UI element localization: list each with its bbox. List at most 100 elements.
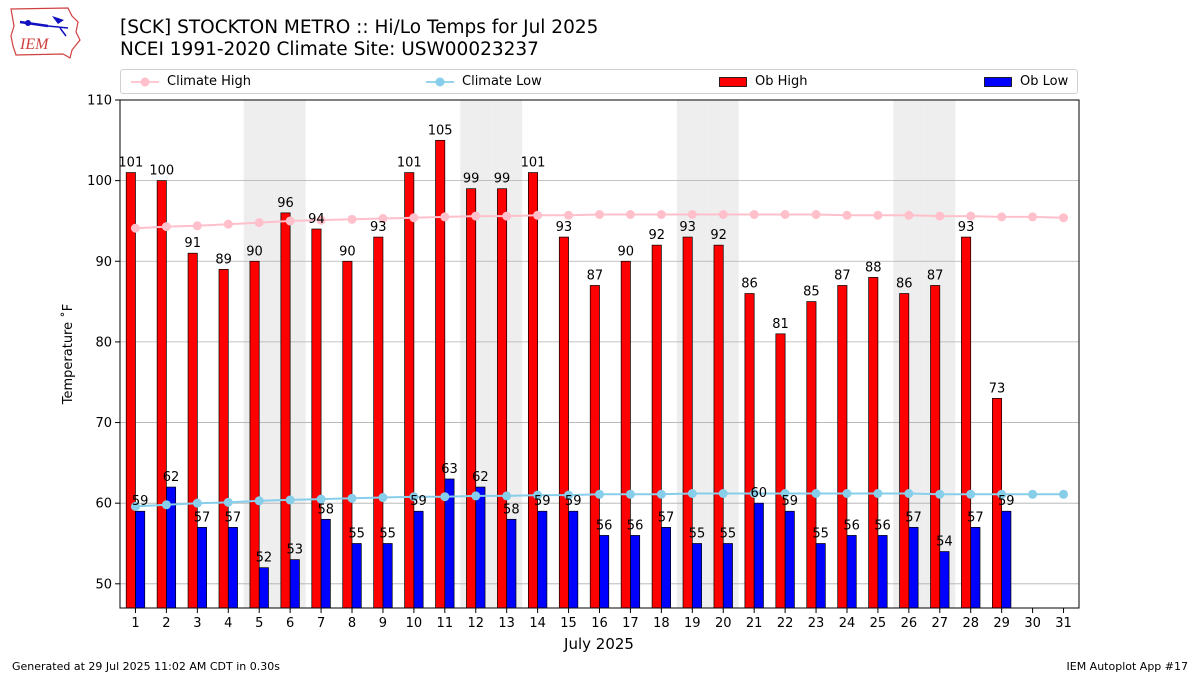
ob-low-bar-day-9 (382, 543, 393, 609)
y-tick-label-80: 80 (95, 335, 112, 350)
ob-low-label-day-19: 55 (689, 526, 706, 541)
ob-low-label-day-18: 57 (658, 510, 675, 525)
legend-item-ob-high: Ob High (719, 70, 808, 93)
y-tick-label-60: 60 (95, 497, 112, 512)
x-tick-label-8: 8 (348, 616, 356, 631)
ob-high-label-day-15: 93 (556, 220, 573, 235)
climate-high-point-day-6 (285, 216, 295, 226)
climate-low-point-day-17 (625, 489, 635, 499)
x-tick-label-28: 28 (962, 616, 979, 631)
ob-high-label-day-6: 96 (277, 196, 294, 211)
x-tick-label-24: 24 (839, 616, 856, 631)
ob-low-label-day-20: 55 (720, 526, 737, 541)
ob-low-label-day-5: 52 (256, 551, 273, 566)
x-tick-label-31: 31 (1055, 616, 1072, 631)
ob-high-label-day-22: 81 (772, 317, 789, 332)
climate-low-point-day-26 (904, 488, 914, 498)
climate-low-point-day-21 (749, 488, 759, 498)
ob-low-label-day-24: 56 (843, 518, 860, 533)
ob-high-label-day-1: 101 (118, 156, 143, 171)
climate-low-point-day-1 (130, 501, 140, 511)
ob-high-bar-day-20 (713, 244, 724, 609)
ob-high-bar-day-10 (404, 172, 415, 609)
ob-high-label-day-21: 86 (741, 277, 758, 292)
x-tick-label-6: 6 (286, 616, 294, 631)
climate-low-point-day-29 (997, 489, 1007, 499)
ob-high-bar-day-7 (311, 228, 322, 609)
ob-high-bar-day-9 (373, 236, 384, 609)
climate-low-point-day-3 (192, 498, 202, 508)
ob-high-label-day-3: 91 (184, 236, 201, 251)
climate-high-point-day-19 (687, 210, 697, 220)
climate-low-point-day-23 (811, 488, 821, 498)
climate-high-point-day-4 (223, 219, 233, 229)
climate-low-point-day-19 (687, 488, 697, 498)
legend-item-ob-low: Ob Low (984, 70, 1068, 93)
ob-high-label-day-18: 92 (648, 228, 665, 243)
climate-high-point-day-13 (502, 211, 512, 221)
x-tick-label-2: 2 (162, 616, 170, 631)
x-tick-label-9: 9 (379, 616, 387, 631)
x-tick-label-20: 20 (715, 616, 732, 631)
ob-low-bar-day-7 (320, 518, 331, 609)
ob-high-bar-day-12 (466, 188, 477, 609)
climate-low-point-day-11 (440, 492, 450, 502)
iem-logo: IEM (10, 7, 81, 59)
climate-high-point-day-18 (656, 210, 666, 220)
x-tick-label-21: 21 (746, 616, 763, 631)
x-tick-label-5: 5 (255, 616, 263, 631)
climate-high-point-day-7 (316, 215, 326, 225)
climate-low-point-day-28 (966, 489, 976, 499)
ob-low-bar-day-27 (939, 551, 950, 609)
climate-high-point-day-27 (935, 211, 945, 221)
climate-low-point-day-16 (595, 489, 604, 499)
climate-low-point-day-20 (718, 488, 728, 498)
ob-low-label-day-29: 59 (998, 494, 1015, 509)
ob-low-label-day-14: 59 (534, 494, 551, 509)
x-tick-label-4: 4 (224, 616, 232, 631)
x-tick-label-3: 3 (193, 616, 201, 631)
ob-high-label-day-4: 89 (215, 252, 232, 267)
ob-low-bar-day-3 (196, 527, 207, 609)
ob-high-label-day-7: 94 (308, 212, 325, 227)
ob-high-label-day-26: 86 (896, 277, 913, 292)
ob-low-label-day-15: 59 (565, 494, 582, 509)
ob-low-bar-day-25 (877, 535, 888, 609)
ob-low-label-day-3: 57 (194, 510, 211, 525)
ob-low-bar-day-19 (691, 543, 702, 609)
legend-climate-high-marker (131, 77, 159, 86)
ob-low-label-day-22: 59 (781, 494, 798, 509)
ob-high-bar-day-4 (218, 268, 229, 609)
y-tick-label-70: 70 (95, 416, 112, 431)
x-tick-label-25: 25 (870, 616, 887, 631)
ob-low-label-day-1: 59 (132, 494, 149, 509)
climate-low-point-day-8 (347, 493, 357, 503)
ob-high-label-day-10: 101 (397, 156, 422, 171)
ob-low-bar-day-21 (753, 502, 764, 609)
logo-text: IEM (19, 36, 50, 53)
x-tick-label-11: 11 (437, 616, 454, 631)
climate-high-point-day-11 (440, 212, 450, 222)
ob-high-bar-day-19 (682, 236, 693, 609)
x-tick-label-7: 7 (317, 616, 325, 631)
ob-low-bar-day-6 (289, 559, 300, 609)
climate-low-point-day-25 (873, 488, 883, 498)
ob-low-bar-day-18 (661, 527, 672, 609)
x-tick-label-29: 29 (993, 616, 1010, 631)
ob-low-label-day-28: 57 (967, 510, 984, 525)
ob-low-bar-day-23 (815, 543, 826, 609)
ob-high-label-day-2: 100 (149, 164, 174, 179)
climate-high-point-day-26 (904, 210, 914, 220)
climate-high-point-day-23 (811, 210, 821, 220)
climate-high-point-day-22 (780, 210, 790, 220)
ob-low-label-day-27: 54 (936, 535, 953, 550)
ob-low-label-day-12: 62 (472, 470, 489, 485)
climate-high-point-day-24 (842, 210, 852, 220)
ob-high-bar-day-25 (868, 277, 879, 609)
ob-high-label-day-5: 90 (246, 244, 263, 259)
climate-high-point-day-8 (347, 214, 357, 224)
climate-low-point-day-6 (285, 495, 295, 505)
climate-high-point-day-30 (1028, 212, 1038, 222)
x-tick-label-18: 18 (653, 616, 670, 631)
y-tick-label-90: 90 (95, 255, 112, 270)
